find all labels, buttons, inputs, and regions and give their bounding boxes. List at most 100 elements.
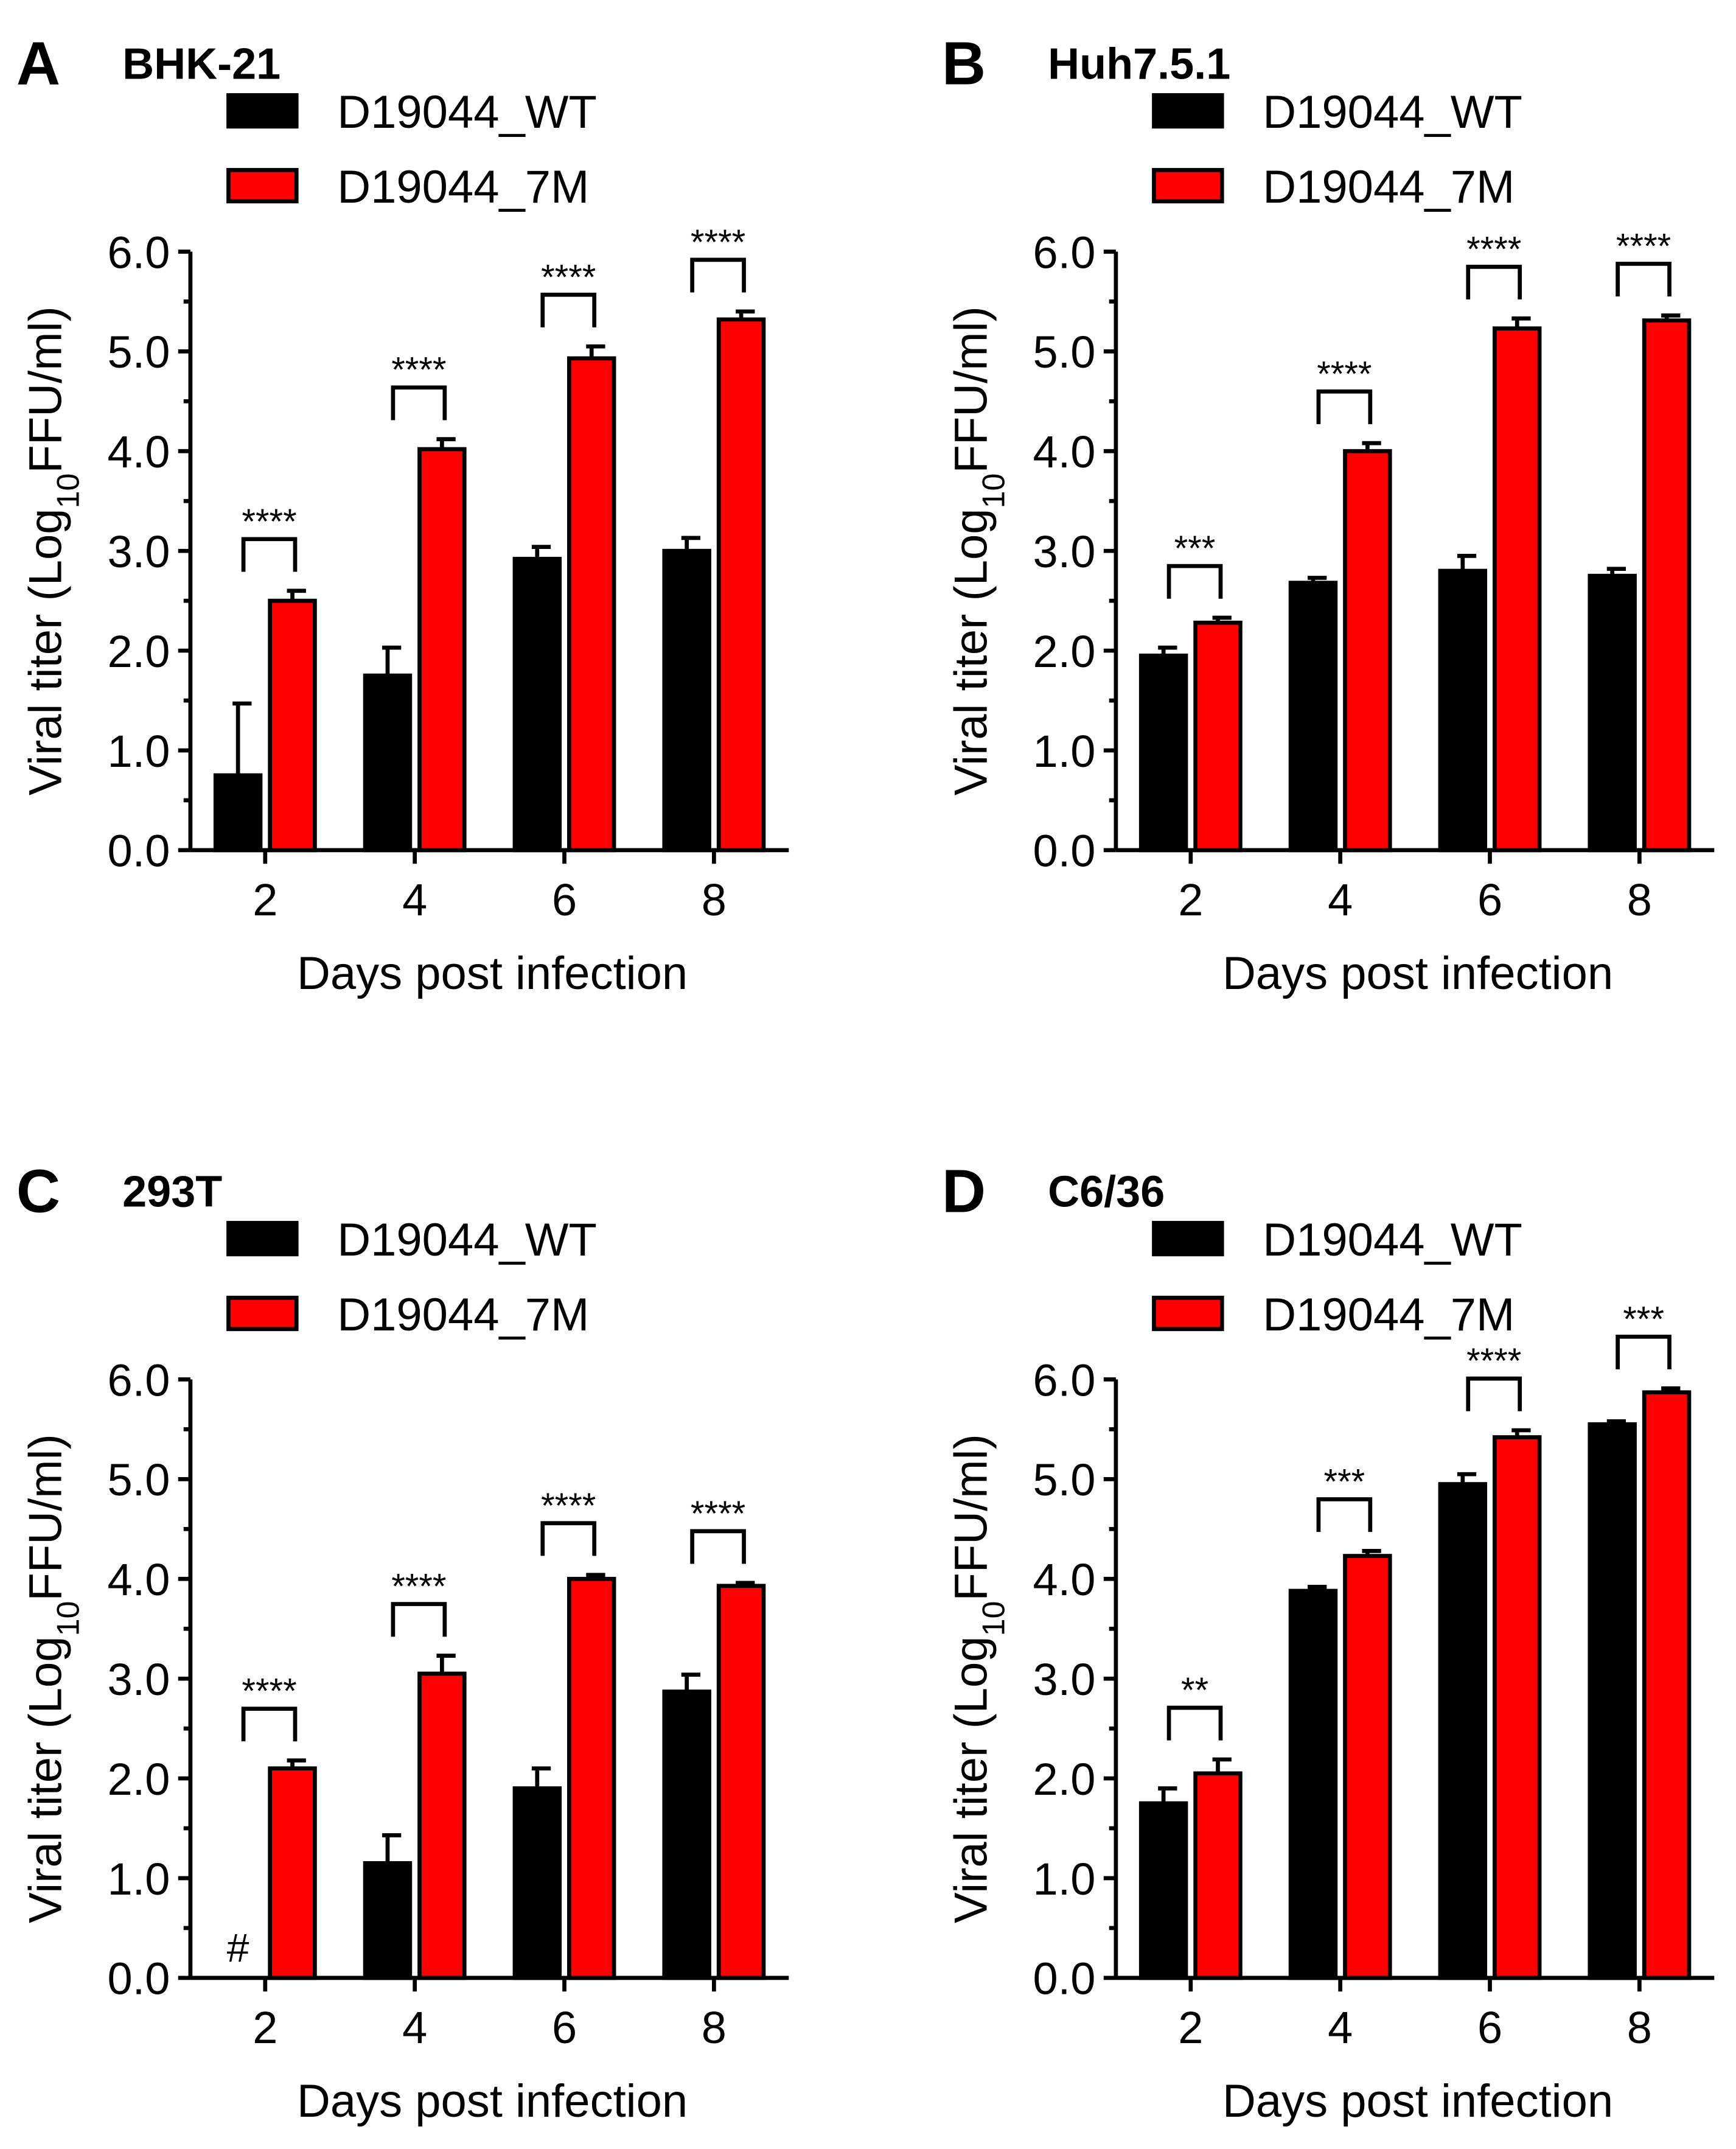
chart-title: BHK-21 xyxy=(122,40,281,89)
significance-bracket xyxy=(1466,265,1522,299)
x-tick-label: 2 xyxy=(253,2002,277,2053)
significance-bracket xyxy=(540,1521,597,1556)
legend: D19044_WT D19044_7M xyxy=(1152,1214,1522,1341)
x-tick-label: 8 xyxy=(702,2002,727,2053)
chart-title: C6/36 xyxy=(1048,1168,1165,1217)
y-tick-label: 2.0 xyxy=(108,1754,170,1805)
legend-swatch-7m xyxy=(226,1296,299,1332)
legend-label-7m: D19044_7M xyxy=(1263,161,1515,213)
x-tick-label: 6 xyxy=(552,875,577,925)
y-tick-label: 5.0 xyxy=(1033,327,1096,377)
legend-label-7m: D19044_7M xyxy=(337,161,589,213)
significance-label: **** xyxy=(242,1672,296,1711)
y-tick-label: 0.0 xyxy=(108,1954,170,2004)
significance-label: ** xyxy=(1181,1671,1208,1710)
bar-7m-day-2 xyxy=(268,598,317,853)
x-axis-title: Days post infection xyxy=(1222,2075,1613,2127)
bar-7m-day-6 xyxy=(566,1576,616,1980)
significance-bracket xyxy=(1166,1705,1223,1741)
bar-7m-day-2 xyxy=(268,1766,317,1980)
y-tick-label: 6.0 xyxy=(1033,1355,1096,1405)
panel-letter: A xyxy=(16,30,60,98)
y-tick-label: 4.0 xyxy=(108,1554,170,1605)
bar-7m-day-4 xyxy=(1343,1554,1392,1980)
legend-swatch-7m xyxy=(1152,168,1224,204)
chart-panel-a: A BHK-21 D19044_WT D19044_7M 0.0 1.0 2.0 3.0 4.0… xyxy=(16,30,789,999)
y-tick-label: 3.0 xyxy=(108,526,170,577)
legend-swatch-wt xyxy=(1152,1221,1224,1257)
bar-7m-day-2 xyxy=(1193,620,1243,853)
bar-wt-day-4 xyxy=(1288,581,1338,853)
y-tick-label: 1.0 xyxy=(1033,1854,1096,1904)
chart-panel-d: D C6/36 D19044_WT D19044_7M 0.0 1.0 2.0 3.0 4.0 5… xyxy=(942,1158,1715,2127)
panel-letter: B xyxy=(942,30,986,98)
y-tick-label: 2.0 xyxy=(1033,1754,1096,1805)
significance-label: *** xyxy=(1174,529,1216,568)
bar-wt-day-8 xyxy=(662,1689,711,1980)
legend-swatch-wt xyxy=(226,1221,299,1257)
bar-7m-day-8 xyxy=(1642,1390,1692,1980)
bar-wt-day-2 xyxy=(213,773,263,853)
y-tick-label: 1.0 xyxy=(1033,726,1096,777)
bar-wt-day-4 xyxy=(363,673,413,853)
bar-7m-day-8 xyxy=(1642,318,1692,853)
bar-7m-day-8 xyxy=(716,1584,766,1980)
x-tick-label: 6 xyxy=(552,2002,577,2053)
y-tick-label: 0.0 xyxy=(1033,1954,1096,2004)
legend-label-wt: D19044_WT xyxy=(1263,1214,1522,1266)
significance-label: **** xyxy=(1466,1341,1521,1381)
bar-wt-day-2 xyxy=(1138,1801,1188,1980)
x-tick-label: 2 xyxy=(1178,875,1203,925)
significance-bracket xyxy=(391,385,447,421)
bar-wt-day-4 xyxy=(1288,1588,1338,1980)
bar-7m-day-4 xyxy=(417,1671,467,1980)
y-axis-title: Viral titer (Log10FFU/ml) xyxy=(946,306,1012,795)
bar-7m-day-6 xyxy=(566,356,616,853)
bar-wt-day-8 xyxy=(1588,573,1637,853)
bar-7m-day-6 xyxy=(1492,326,1542,853)
y-tick-label: 6.0 xyxy=(1033,227,1096,278)
y-tick-label: 1.0 xyxy=(108,726,170,777)
y-tick-label: 1.0 xyxy=(108,1854,170,1904)
y-tick-label: 0.0 xyxy=(1033,826,1096,876)
significance-bracket xyxy=(1466,1376,1522,1411)
significance-label: **** xyxy=(391,1567,446,1607)
legend-swatch-wt xyxy=(1152,93,1224,129)
legend-label-wt: D19044_WT xyxy=(337,1214,597,1266)
legend-label-wt: D19044_WT xyxy=(337,86,597,138)
significance-bracket xyxy=(690,1529,746,1564)
bar-wt-day-6 xyxy=(512,556,562,853)
significance-bracket xyxy=(1166,564,1223,599)
bar-wt-day-6 xyxy=(1438,1482,1488,1980)
y-tick-label: 6.0 xyxy=(108,1355,170,1405)
significance-label: **** xyxy=(541,257,596,297)
significance-label: **** xyxy=(1317,354,1372,394)
panel-letter: D xyxy=(942,1158,986,1226)
x-tick-label: 8 xyxy=(1627,2002,1652,2053)
significance-label: *** xyxy=(1324,1462,1365,1502)
x-tick-label: 8 xyxy=(702,875,727,925)
significance-bracket xyxy=(391,1602,447,1637)
legend: D19044_WT D19044_7M xyxy=(226,86,597,213)
legend-label-wt: D19044_WT xyxy=(1263,86,1522,138)
significance-bracket xyxy=(1316,1497,1373,1532)
bar-7m-day-2 xyxy=(1193,1771,1243,1980)
x-axis-title: Days post infection xyxy=(297,948,688,999)
y-tick-label: 4.0 xyxy=(1033,1554,1096,1605)
x-tick-label: 4 xyxy=(402,2002,427,2053)
bar-7m-day-4 xyxy=(417,447,467,853)
y-tick-label: 2.0 xyxy=(1033,626,1096,677)
bar-wt-day-4 xyxy=(363,1861,413,1980)
x-tick-label: 2 xyxy=(1178,2002,1203,2053)
significance-label: **** xyxy=(541,1486,596,1526)
significance-bracket xyxy=(540,292,597,327)
significance-bracket xyxy=(241,1707,298,1742)
y-axis-title: Viral titer (Log10FFU/ml) xyxy=(20,306,86,795)
y-tick-label: 5.0 xyxy=(108,327,170,377)
significance-label: **** xyxy=(691,223,745,262)
x-tick-label: 6 xyxy=(1477,875,1502,925)
legend-label-7m: D19044_7M xyxy=(337,1289,589,1341)
significance-label: **** xyxy=(391,351,446,390)
legend-swatch-7m xyxy=(226,168,299,204)
